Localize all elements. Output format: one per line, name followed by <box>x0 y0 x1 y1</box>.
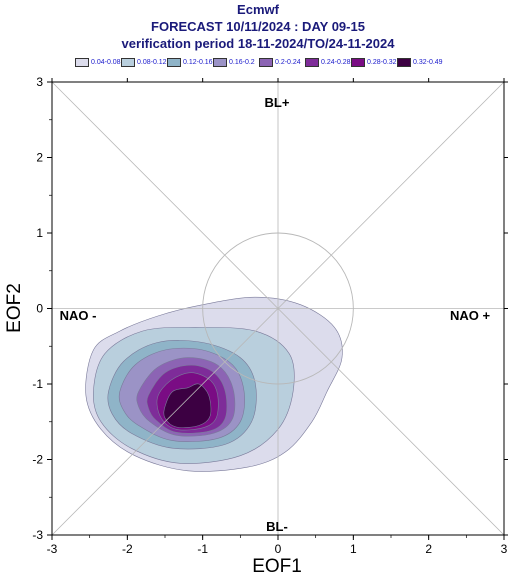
legend-swatch <box>351 58 365 67</box>
quadrant-label-left: NAO - <box>60 308 97 323</box>
x-tick-label: 0 <box>275 542 282 556</box>
x-tick-label: -2 <box>122 542 133 556</box>
x-tick-label: -3 <box>47 542 58 556</box>
x-tick-label: 2 <box>425 542 432 556</box>
y-tick-label: 3 <box>36 75 43 89</box>
y-tick-label: -2 <box>32 453 43 467</box>
x-axis-title: EOF1 <box>252 556 302 577</box>
quadrant-label-bottom: BL- <box>266 519 288 534</box>
legend-label: 0.2-0.24 <box>275 59 301 66</box>
legend-label: 0.08-0.12 <box>137 59 167 66</box>
x-tick-label: -1 <box>197 542 208 556</box>
chart-title-model: Ecmwf <box>237 2 279 17</box>
legend-label: 0.28-0.32 <box>367 59 397 66</box>
legend-label: 0.32-0.49 <box>413 59 443 66</box>
contour-level <box>163 383 212 428</box>
y-axis-title: EOF2 <box>4 283 25 333</box>
density-contours <box>85 296 343 472</box>
chart-title-verification: verification period 18-11-2024/TO/24-11-… <box>121 36 395 51</box>
legend-swatch <box>305 58 319 67</box>
y-tick-label: 1 <box>36 226 43 240</box>
y-tick-label: -1 <box>32 377 43 391</box>
legend-label: 0.04-0.08 <box>91 59 121 66</box>
y-tick-label: 2 <box>36 151 43 165</box>
legend-label: 0.12-0.16 <box>183 59 213 66</box>
legend-swatch <box>259 58 273 67</box>
axis-ticks: -3 -2 -1 0 1 2 3 -3 -2 -1 0 1 2 3 <box>32 75 508 556</box>
reference-circle <box>202 232 354 385</box>
chart-title-forecast: FORECAST 10/11/2024 : DAY 09-15 <box>151 19 365 34</box>
legend-swatch <box>167 58 181 67</box>
legend-label: 0.24-0.28 <box>321 59 351 66</box>
legend-swatch <box>75 58 89 67</box>
legend-swatch <box>397 58 411 67</box>
x-tick-label: 1 <box>350 542 357 556</box>
y-tick-label: -3 <box>32 528 43 542</box>
legend-swatch <box>121 58 135 67</box>
legend-swatch <box>213 58 227 67</box>
x-tick-label: 3 <box>501 542 508 556</box>
legend-label: 0.16-0.2 <box>229 59 255 66</box>
quadrant-label-right: NAO + <box>450 308 491 323</box>
quadrant-label-top: BL+ <box>265 95 290 110</box>
guide-lines <box>51 81 505 536</box>
y-tick-label: 0 <box>36 302 43 316</box>
